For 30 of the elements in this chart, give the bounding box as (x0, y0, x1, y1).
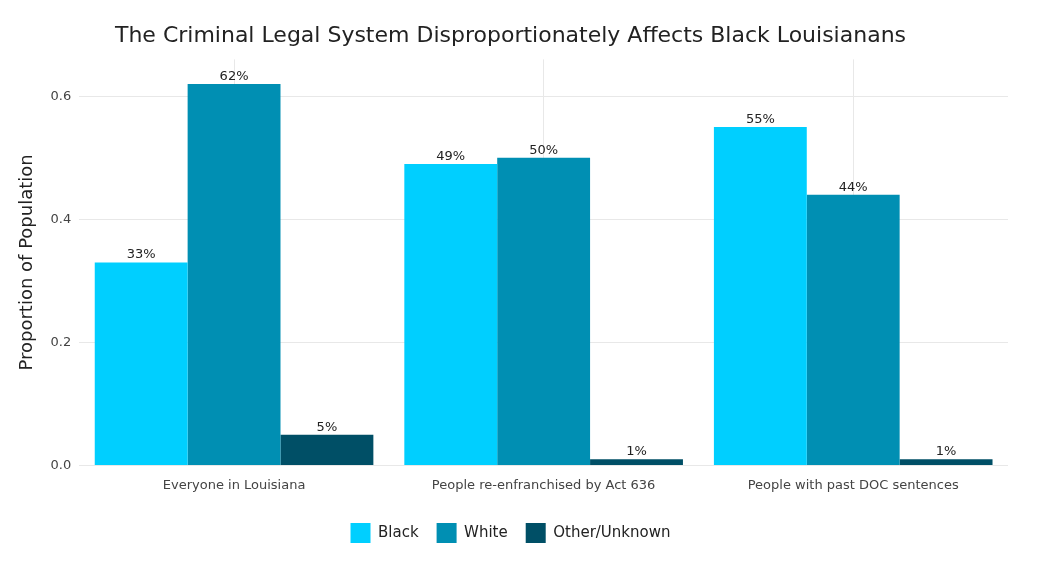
x-tick-label: Everyone in Louisiana (162, 476, 306, 492)
y-axis-title: Proportion of Population (15, 154, 37, 371)
bar (497, 157, 591, 465)
data-label: 1% (626, 443, 647, 459)
data-label: 55% (745, 110, 775, 126)
legend-label: Black (378, 522, 419, 541)
x-tick-label: People re-enfranchised by Act 636 (431, 476, 656, 492)
data-label: 49% (436, 147, 466, 163)
legend-label: Other/Unknown (553, 522, 671, 541)
x-tick-label: People with past DOC sentences (747, 476, 959, 492)
data-label: 33% (126, 246, 156, 262)
data-label: 50% (529, 141, 559, 157)
data-label: 62% (219, 67, 249, 83)
bar (899, 459, 993, 465)
y-tick-label: 0.4 (50, 210, 72, 226)
bar (590, 459, 683, 465)
y-tick-label: 0.0 (50, 456, 72, 472)
data-label: 1% (935, 443, 957, 459)
bar (806, 194, 900, 465)
legend-label: White (464, 522, 508, 541)
bar (404, 163, 498, 465)
bar (187, 84, 281, 465)
data-label: 5% (316, 418, 338, 434)
bar (94, 262, 188, 465)
bar (713, 127, 807, 465)
y-tick-label: 0.2 (50, 333, 72, 349)
data-label: 44% (838, 178, 868, 194)
y-tick-label: 0.6 (50, 87, 72, 103)
bar (280, 434, 374, 465)
chart-title: The Criminal Legal System Disproportionately Affects Black Louisianans (113, 21, 907, 47)
